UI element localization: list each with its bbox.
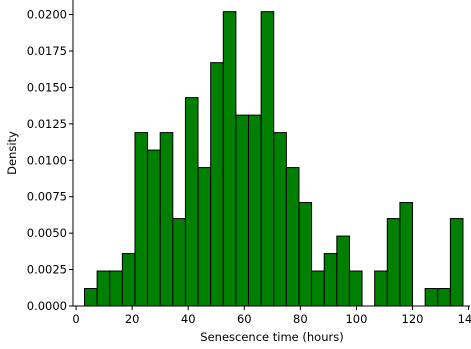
x-tick-label: 80 xyxy=(293,312,308,326)
histogram-bar xyxy=(222,11,237,307)
histogram-bar xyxy=(399,202,414,307)
histogram-bar xyxy=(336,235,350,307)
histogram-bar xyxy=(235,114,250,307)
y-tick-label: 0.0000 xyxy=(27,299,67,313)
histogram-bar xyxy=(134,132,149,307)
x-tick-label: 140 xyxy=(458,312,471,326)
histogram-bar xyxy=(184,97,199,307)
histogram-bar xyxy=(273,132,287,307)
histogram-bar xyxy=(323,253,338,307)
histogram-bar xyxy=(248,114,262,307)
ticks-layer: 0 20 40 60 80 100 120 140 0.0000 0.0025 0.0050 0.00… xyxy=(27,8,471,326)
y-tick-label: 0.0025 xyxy=(27,263,67,277)
x-tick-label: 20 xyxy=(125,312,140,326)
histogram-bar xyxy=(147,149,161,307)
y-tick-label: 0.0150 xyxy=(27,80,67,94)
histogram-bar xyxy=(424,288,439,307)
y-tick-label: 0.0200 xyxy=(27,8,67,22)
x-tick-label: 60 xyxy=(237,312,252,326)
histogram-bar xyxy=(109,270,123,307)
histogram-bar xyxy=(311,270,325,307)
x-tick-label: 120 xyxy=(402,312,424,326)
histogram-bar xyxy=(386,218,401,307)
histogram-bar xyxy=(374,270,388,307)
histogram-bar xyxy=(96,270,111,307)
histogram-bar xyxy=(298,202,313,307)
histogram-bar xyxy=(121,253,136,307)
bars-layer xyxy=(83,11,464,307)
histogram-bar xyxy=(159,132,174,307)
histogram-bar xyxy=(437,288,451,307)
x-axis-label: Senescence time (hours) xyxy=(200,330,343,344)
histogram-bar xyxy=(260,11,275,307)
y-axis-label: Density xyxy=(5,131,19,175)
x-tick-label: 0 xyxy=(72,312,79,326)
histogram-bar xyxy=(348,270,363,307)
x-tick-label: 100 xyxy=(345,312,367,326)
histogram-bar xyxy=(172,218,186,307)
y-tick-label: 0.0050 xyxy=(27,226,67,240)
x-tick-label: 40 xyxy=(181,312,196,326)
y-tick-label: 0.0175 xyxy=(27,44,67,58)
histogram-bar xyxy=(83,288,98,307)
y-tick-label: 0.0075 xyxy=(27,190,67,204)
y-tick-label: 0.0125 xyxy=(27,117,67,131)
histogram-bar xyxy=(285,167,300,307)
histogram-bar xyxy=(449,218,464,307)
histogram-bar xyxy=(197,167,212,307)
y-tick-label: 0.0100 xyxy=(27,153,67,167)
histogram-bar xyxy=(210,62,224,307)
